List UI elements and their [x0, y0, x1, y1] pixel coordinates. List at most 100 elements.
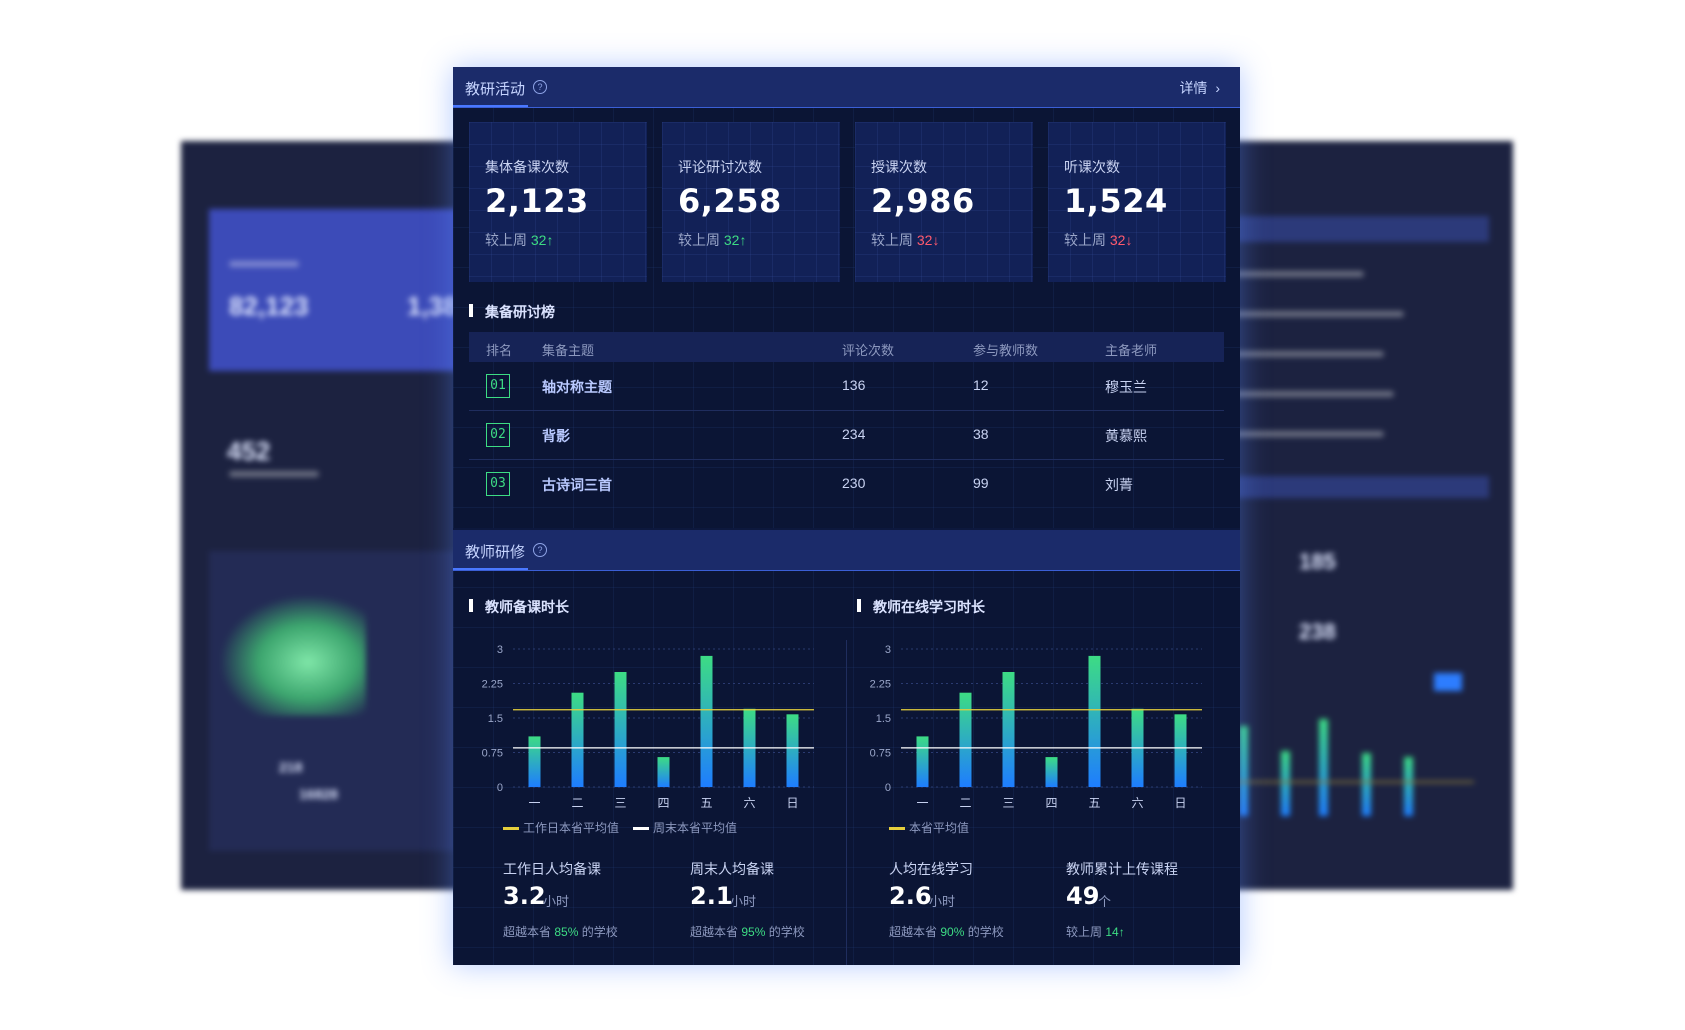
- metric-value: 3.2: [503, 882, 546, 910]
- header-accent-line: [453, 105, 528, 107]
- note-prefix: 较上周: [1066, 925, 1103, 939]
- arrow-down-icon: ↓: [1125, 232, 1133, 248]
- bar: [1174, 714, 1187, 787]
- x-tick-label: 二: [571, 796, 583, 810]
- stat-label: 听课次数: [1064, 159, 1120, 175]
- note-value: 95%: [741, 925, 766, 939]
- x-tick-label: 五: [700, 796, 712, 810]
- stat-card-lessons-observed: 听课次数 1,524 较上周 32↓: [1048, 122, 1226, 282]
- row-topic: 背影: [542, 428, 570, 444]
- row-comments: 136: [842, 377, 866, 393]
- metric-note: 超越本省 95% 的学校: [690, 923, 805, 940]
- metric-unit: 小时: [929, 894, 956, 909]
- stat-change-value: 32: [723, 232, 740, 248]
- metric-value: 2.6: [889, 882, 932, 910]
- training-title: 教师研修: [465, 544, 526, 561]
- rank-badge: 01: [486, 374, 510, 398]
- bar: [528, 736, 541, 787]
- x-tick-label: 日: [786, 796, 798, 810]
- y-tick-label: 1.5: [488, 713, 503, 725]
- arrow-down-icon: ↓: [932, 232, 940, 248]
- stat-card-lessons-taught: 授课次数 2,986 较上周 32↓: [855, 122, 1033, 282]
- col-topic: 集备主题: [542, 343, 595, 358]
- metric-note: 较上周 14↑: [1066, 923, 1125, 940]
- y-tick-label: 0: [885, 782, 891, 794]
- metric-unit: 小时: [730, 894, 757, 909]
- bg-right-kpi-1: 185: [1299, 549, 1336, 574]
- stat-change-value: 32: [916, 232, 933, 248]
- x-tick-label: 四: [1045, 796, 1057, 810]
- x-tick-label: 五: [1088, 796, 1100, 810]
- stat-value: 1,524: [1064, 182, 1168, 220]
- bar: [786, 714, 799, 787]
- note-suffix: 的学校: [967, 925, 1004, 939]
- bg-count-1: 218: [279, 759, 303, 775]
- x-tick-label: 三: [1002, 796, 1014, 810]
- y-tick-label: 0.75: [870, 748, 891, 760]
- stat-change: 较上周 32↑: [678, 230, 746, 250]
- research-header: 教研活动 ? 详情 ›: [453, 67, 1240, 108]
- help-icon[interactable]: ?: [533, 80, 547, 94]
- stat-label: 评论研讨次数: [678, 159, 762, 175]
- table-header: 排名 集备主题 评论次数 参与教师数 主备老师: [469, 332, 1224, 362]
- table-row[interactable]: 02 背影 234 38 黄慕熙: [469, 411, 1224, 460]
- col-host: 主备老师: [1105, 343, 1158, 358]
- note-suffix: 的学校: [768, 925, 805, 939]
- bg-kpi-value-3: 452: [227, 436, 271, 466]
- note-prefix: 超越本省: [503, 925, 552, 939]
- stat-change-prefix: 较上周: [1064, 232, 1106, 248]
- prep-chart-title: 教师备课时长: [469, 597, 569, 617]
- column-divider: [846, 640, 847, 965]
- col-comments: 评论次数: [842, 343, 895, 358]
- y-tick-label: 0: [497, 782, 503, 794]
- bar: [1088, 655, 1101, 787]
- x-tick-label: 六: [743, 796, 755, 810]
- metric-label: 人均在线学习: [889, 861, 973, 877]
- stat-change-value: 32: [530, 232, 547, 248]
- bar: [1045, 757, 1058, 787]
- legend-weekend-avg: 周末本省平均值: [633, 819, 737, 836]
- metric-label: 工作日人均备课: [503, 861, 601, 877]
- detail-label: 详情: [1179, 80, 1208, 96]
- col-rank: 排名: [486, 343, 513, 358]
- arrow-up-icon: ↑: [739, 232, 747, 248]
- bar: [571, 692, 584, 787]
- metric-note: 超越本省 85% 的学校: [503, 923, 618, 940]
- stat-card-collective-prep: 集体备课次数 2,123 较上周 32↑: [469, 122, 647, 282]
- stat-change: 较上周 32↓: [871, 230, 939, 250]
- y-tick-label: 2.25: [482, 679, 503, 691]
- table-row[interactable]: 03 古诗词三首 230 99 刘菁: [469, 460, 1224, 508]
- row-comments: 230: [842, 475, 866, 491]
- table-row[interactable]: 01 轴对称主题 136 12 穆玉兰: [469, 362, 1224, 411]
- metric-note: 超越本省 90% 的学校: [889, 923, 1004, 940]
- rank-badge: 02: [486, 423, 510, 447]
- legend-province-avg: 本省平均值: [889, 819, 969, 836]
- note-prefix: 超越本省: [690, 925, 739, 939]
- training-header: 教师研修 ?: [453, 530, 1240, 571]
- bar: [916, 736, 929, 787]
- bg-china-map: [221, 596, 366, 716]
- stat-value: 2,986: [871, 182, 975, 220]
- x-tick-label: 一: [528, 796, 540, 810]
- chevron-right-icon: ›: [1215, 80, 1220, 96]
- x-tick-label: 一: [916, 796, 928, 810]
- y-tick-label: 3: [497, 644, 503, 656]
- detail-link[interactable]: 详情 ›: [1179, 78, 1220, 98]
- prep-time-chart: 0 0.75 1.5 2.25 3 一 二 三 四 五 六 日: [482, 644, 814, 810]
- stat-change: 较上周 32↑: [485, 230, 553, 250]
- row-teachers: 99: [973, 475, 989, 491]
- help-icon[interactable]: ?: [533, 543, 547, 557]
- stat-change: 较上周 32↓: [1064, 230, 1132, 250]
- bg-kpi-value-2: 1,38: [407, 291, 458, 321]
- row-host: 黄慕熙: [1105, 428, 1147, 444]
- stat-value: 2,123: [485, 182, 589, 220]
- background-dashboard-left: 82,123 1,38 452 218 16828: [181, 141, 481, 890]
- legend-label: 本省平均值: [909, 821, 970, 835]
- metric-unit: 小时: [543, 894, 570, 909]
- metric-unit: 个: [1098, 894, 1112, 909]
- row-topic: 古诗词三首: [542, 477, 612, 493]
- x-tick-label: 四: [657, 796, 669, 810]
- bg-kpi-value-1: 82,123: [229, 291, 309, 321]
- stat-change-prefix: 较上周: [678, 232, 720, 248]
- research-title: 教研活动: [465, 81, 526, 98]
